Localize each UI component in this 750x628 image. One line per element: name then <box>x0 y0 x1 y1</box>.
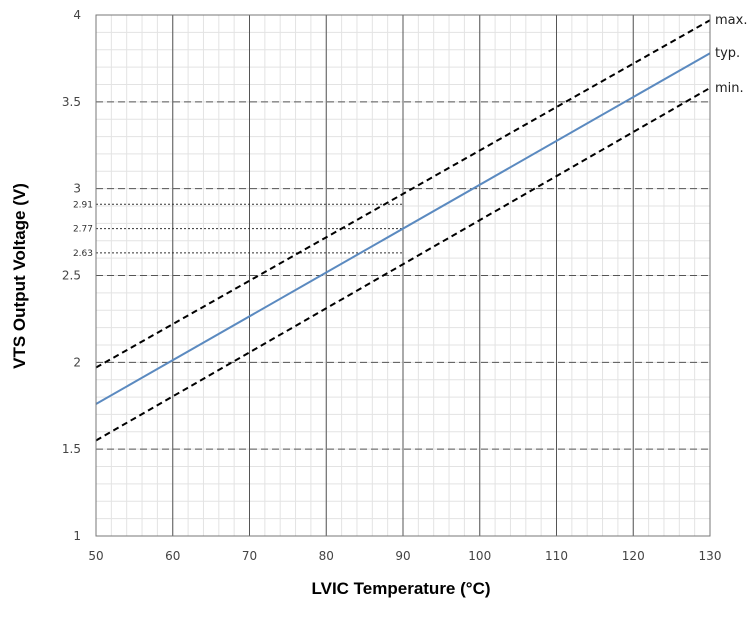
y-tick-label: 2 <box>73 355 81 369</box>
series-label: min. <box>715 81 744 96</box>
x-tick-label: 120 <box>622 549 645 563</box>
x-axis-title: LVIC Temperature (°C) <box>311 579 490 598</box>
y-tick-label: 3 <box>73 182 81 196</box>
plot-border <box>95 14 711 537</box>
reference-tick-label: 2.91 <box>73 200 93 210</box>
series-line-typ <box>95 52 711 405</box>
series-label: typ. <box>715 46 740 61</box>
x-tick-label: 50 <box>88 549 103 563</box>
x-tick-label: 110 <box>545 549 568 563</box>
y-tick-label: 1.5 <box>62 442 81 456</box>
x-tick-label: 70 <box>242 549 257 563</box>
y-tick-label: 1 <box>73 529 81 543</box>
y-tick-label: 3.5 <box>62 95 81 109</box>
series-line-max <box>95 19 711 369</box>
x-tick-label: 100 <box>468 549 491 563</box>
x-tick-label: 80 <box>319 549 334 563</box>
reference-tick-label: 2.63 <box>73 249 93 259</box>
reference-lines <box>96 203 403 254</box>
series-labels: max. typ. min. <box>715 13 747 96</box>
y-tick-labels: 1 1.5 2 2.5 3 3.5 4 <box>62 8 81 543</box>
y-axis-title: VTS Output Voltage (V) <box>10 183 29 369</box>
reference-tick-label: 2.77 <box>73 225 93 235</box>
x-tick-label: 130 <box>699 549 722 563</box>
series-label: max. <box>715 13 747 28</box>
x-tick-labels: 50 60 70 80 90 100 110 120 130 <box>88 549 721 563</box>
series-lines <box>95 19 711 442</box>
series-line-min <box>95 87 711 442</box>
x-tick-label: 60 <box>165 549 180 563</box>
y-tick-label: 2.5 <box>62 269 81 283</box>
reference-tick-labels: 2.91 2.77 2.63 <box>73 200 93 259</box>
x-tick-label: 90 <box>395 549 410 563</box>
y-tick-label: 4 <box>73 8 81 22</box>
